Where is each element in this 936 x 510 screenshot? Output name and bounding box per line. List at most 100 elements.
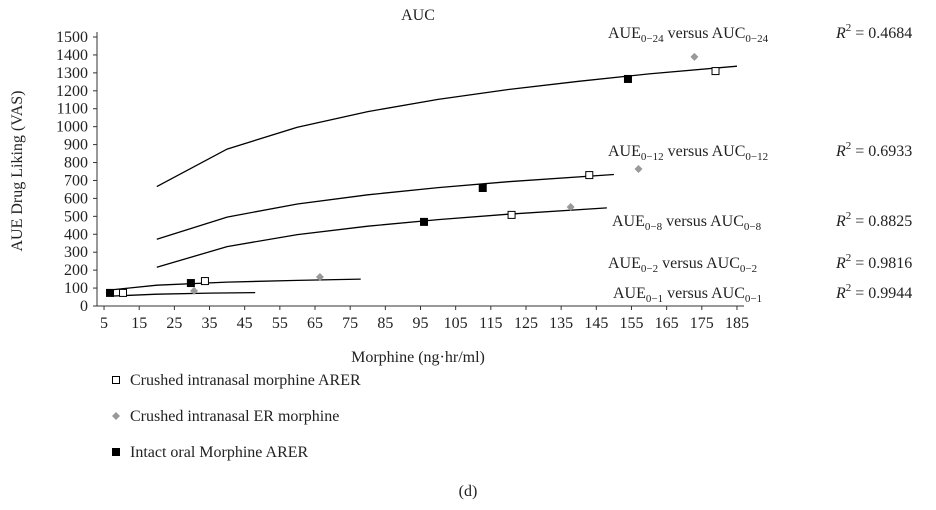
x-tick-label: 25 <box>166 315 182 332</box>
x-tick-label: 155 <box>619 315 643 332</box>
annotation-text: AUE <box>608 255 641 272</box>
annotation-text: versus AUC <box>663 285 745 302</box>
r-squared-text: R <box>835 255 846 272</box>
annotation: AUE0−24 versus AUC0−24 <box>608 25 769 45</box>
r-squared-text: = 0.9944 <box>851 285 912 302</box>
y-tick-label: 1500 <box>56 29 88 46</box>
r-squared-exponent: 2 <box>846 282 852 294</box>
r-squared: R2 = 0.6933 <box>835 140 912 160</box>
annotation: AUE0−2 versus AUC0−2 <box>608 255 757 275</box>
point <box>106 288 115 297</box>
annotation-subscript: 0−2 <box>740 263 757 275</box>
annotation-text: AUE <box>608 25 641 42</box>
x-tick-label: 85 <box>377 315 393 332</box>
annotation-subscript: 0−1 <box>646 293 663 305</box>
point <box>315 272 324 281</box>
r-squared-text: R <box>835 25 846 42</box>
y-axis-label: AUE Drug Liking (VAS) <box>9 90 26 251</box>
x-tick-label: 35 <box>202 315 218 332</box>
r-squared-exponent: 2 <box>846 22 852 34</box>
point <box>585 171 594 180</box>
y-tick-label: 1300 <box>56 65 88 82</box>
r-squared-text: = 0.9816 <box>851 255 912 272</box>
x-tick-label: 65 <box>307 315 323 332</box>
annotation: AUE0−12 versus AUC0−12 <box>608 143 768 163</box>
r-squared-text: = 0.6933 <box>851 143 912 160</box>
annotation: AUE0−8 versus AUC0−8 <box>612 213 762 233</box>
annotation-subscript: 0−1 <box>745 293 762 305</box>
x-tick-label: 175 <box>690 315 714 332</box>
x-tick-label: 15 <box>131 315 147 332</box>
y-tick-label: 1100 <box>57 101 88 118</box>
point <box>711 67 720 76</box>
fit-curve <box>156 173 614 240</box>
y-tick-label: 0 <box>80 298 88 315</box>
annotation-subscript: 0−8 <box>744 221 762 233</box>
y-tick-label: 200 <box>64 262 88 279</box>
legend-marker <box>112 376 120 384</box>
annotation-text: versus AUC <box>662 213 744 230</box>
point <box>478 183 487 192</box>
fit-curve <box>156 65 738 188</box>
r-squared-exponent: 2 <box>846 252 852 264</box>
r-squared: R2 = 0.9944 <box>835 282 912 302</box>
r-squared-exponent: 2 <box>846 140 852 152</box>
x-tick-label: 115 <box>479 315 502 332</box>
annotation-text: AUE <box>613 285 646 302</box>
point <box>186 279 195 288</box>
point <box>507 210 516 219</box>
point <box>623 74 632 83</box>
legend-marker <box>112 412 120 420</box>
y-tick-label: 800 <box>64 155 88 172</box>
r-squared: R2 = 0.4684 <box>835 22 912 42</box>
caption: (d) <box>459 483 478 500</box>
r-squared: R2 = 0.9816 <box>835 252 912 272</box>
y-tick-label: 500 <box>64 208 88 225</box>
y-tick-label: 1400 <box>56 47 88 64</box>
point <box>634 164 643 173</box>
r-squared: R2 = 0.8825 <box>835 210 912 230</box>
annotation-text: versus AUC <box>664 143 746 160</box>
y-tick-label: 1000 <box>56 119 88 136</box>
r-squared-text: R <box>835 143 846 160</box>
annotation-text: versus AUC <box>664 25 746 42</box>
annotation-subscript: 0−12 <box>641 151 664 163</box>
x-tick-label: 105 <box>444 315 468 332</box>
y-tick-label: 100 <box>64 280 88 297</box>
x-tick-label: 125 <box>514 315 538 332</box>
annotation-subscript: 0−24 <box>745 33 768 45</box>
y-tick-label: 900 <box>64 137 88 154</box>
r-squared-exponent: 2 <box>846 210 852 222</box>
x-tick-label: 75 <box>342 315 358 332</box>
legend-label: Intact oral Morphine ARER <box>130 444 309 461</box>
legend-label: Crushed intranasal ER morphine <box>130 408 339 425</box>
point <box>420 217 429 226</box>
x-tick-label: 145 <box>584 315 608 332</box>
r-squared-text: = 0.4684 <box>851 25 912 42</box>
x-tick-label: 135 <box>549 315 573 332</box>
point <box>566 203 575 212</box>
legend-marker <box>112 448 120 456</box>
legend-label: Crushed intranasal morphine ARER <box>130 372 361 389</box>
x-tick-label: 185 <box>725 315 749 332</box>
y-tick-label: 400 <box>64 226 88 243</box>
y-tick-label: 300 <box>64 244 88 261</box>
point <box>200 277 209 286</box>
point <box>690 52 699 61</box>
annotation-subscript: 0−2 <box>641 263 658 275</box>
chart-title: AUC <box>401 7 435 24</box>
annotation-text: AUE <box>612 213 645 230</box>
fit-curve <box>111 278 361 291</box>
point <box>119 288 128 297</box>
fit-curve <box>111 291 256 297</box>
point <box>190 286 199 295</box>
fit-curve <box>156 207 607 268</box>
x-axis-label: Morphine (ng·hr/ml) <box>351 349 485 366</box>
y-tick-label: 600 <box>64 190 88 207</box>
r-squared-text: R <box>835 285 846 302</box>
x-tick-label: 95 <box>413 315 429 332</box>
x-tick-label: 55 <box>272 315 288 332</box>
annotation: AUE0−1 versus AUC0−1 <box>613 285 762 305</box>
